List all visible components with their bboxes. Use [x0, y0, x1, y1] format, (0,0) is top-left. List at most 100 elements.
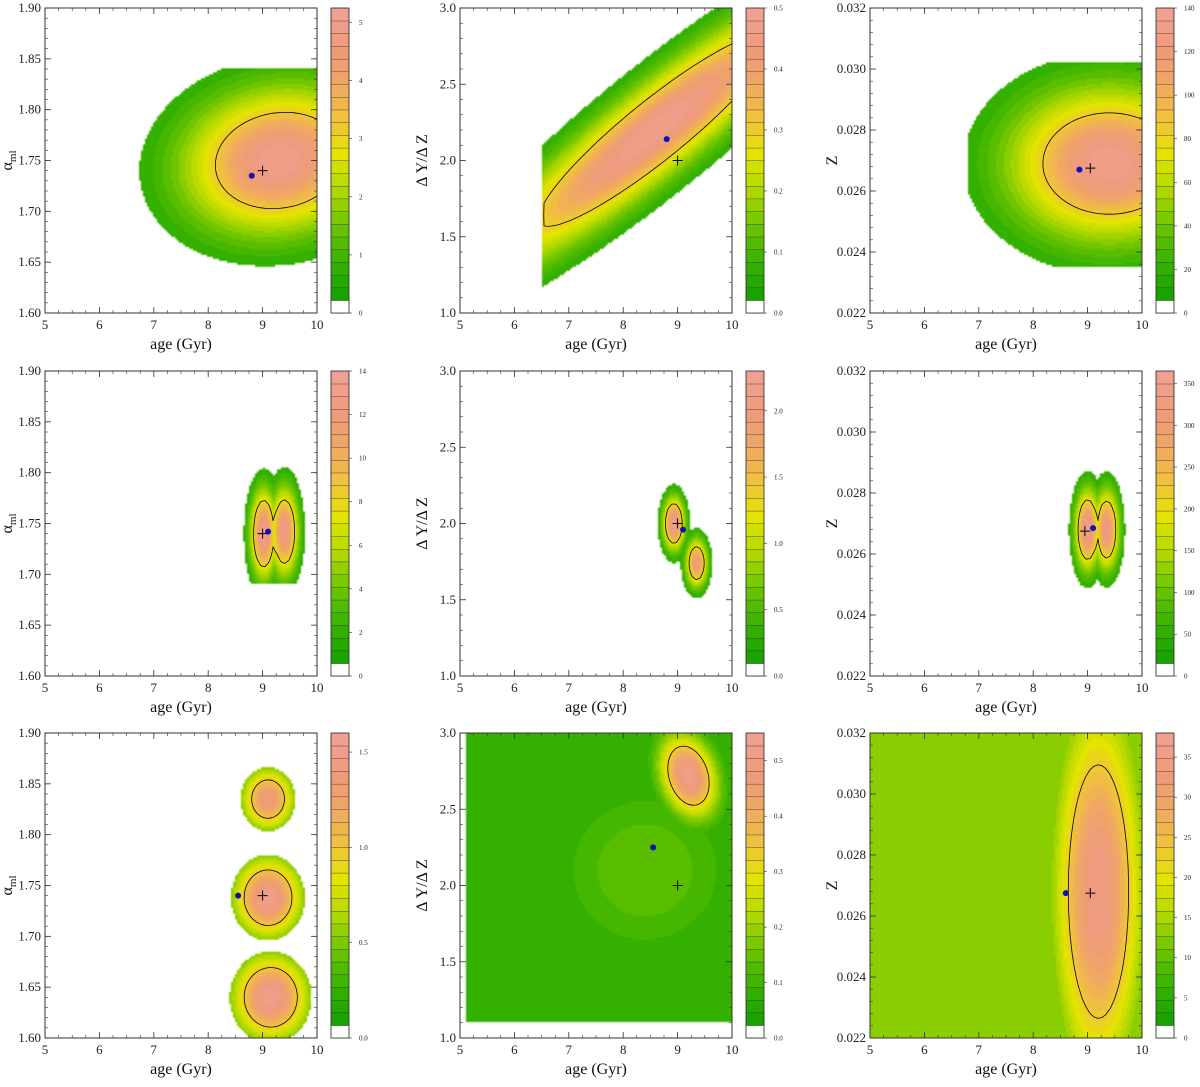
colorbar-step	[1155, 421, 1175, 436]
colorbar-tick-label: 1.5	[359, 749, 368, 757]
y-tick-label: 1.70	[18, 566, 41, 581]
colorbar-step	[1155, 33, 1175, 47]
colorbar-step	[1155, 783, 1175, 798]
colorbar-step	[330, 109, 350, 123]
colorbar-step	[330, 185, 350, 200]
colorbar-step	[1155, 185, 1175, 200]
colorbar-step	[1155, 1012, 1175, 1026]
colorbar-step	[745, 637, 765, 652]
colorbar-step	[1155, 637, 1175, 652]
density-map	[460, 733, 732, 1038]
x-axis-label: age (Gyr)	[565, 1061, 627, 1078]
colorbar-tick-label: 300	[1184, 422, 1195, 430]
colorbar-step	[1155, 732, 1175, 747]
colorbar-tick-label: 1.5	[774, 474, 783, 482]
x-tick-label: 9	[1084, 317, 1091, 332]
colorbar-tick-label: 0.0	[774, 310, 783, 318]
colorbar-frame	[1155, 370, 1175, 677]
x-tick-label: 7	[566, 317, 573, 332]
colorbar-step	[1155, 796, 1175, 810]
colorbar-step	[1155, 71, 1175, 85]
colorbar-step	[1155, 109, 1175, 123]
confidence-contour	[1077, 499, 1117, 560]
x-tick-label: 9	[1084, 1042, 1091, 1057]
colorbar-frame	[330, 7, 350, 314]
colorbar-tick-label: 10	[359, 455, 367, 463]
x-axis-label: age (Gyr)	[150, 699, 212, 716]
colorbar-step	[1155, 847, 1175, 861]
x-axis-label: age (Gyr)	[150, 1061, 212, 1078]
colorbar-step	[1155, 96, 1175, 111]
colorbar-step	[1155, 173, 1175, 187]
colorbar-step	[330, 510, 350, 524]
y-tick-label: 1.60	[18, 668, 41, 683]
colorbar-tick-label: 0.5	[774, 5, 783, 13]
y-axis-label: Z	[824, 519, 841, 529]
x-tick-label: 6	[96, 317, 103, 332]
y-tick-label: 0.022	[837, 668, 866, 683]
colorbar-step	[330, 485, 350, 499]
colorbar-step	[330, 434, 350, 448]
x-tick-label: 9	[674, 317, 681, 332]
colorbar-step	[1155, 821, 1175, 836]
colorbar-step	[1155, 370, 1175, 385]
colorbar-step	[330, 999, 350, 1014]
colorbar: 0.0 0.1 0.2 0.3 0.4 0.5	[745, 5, 783, 318]
panel-4: 5 6 7 8 9 10 1.60 1.65 1.70 1.75 1.80 1.85 1.90 age (…	[0, 363, 367, 716]
colorbar-tick-label: 0.1	[774, 979, 783, 987]
colorbar-step	[745, 885, 765, 899]
x-tick-label: 6	[921, 1042, 928, 1057]
x-tick-label: 5	[457, 317, 464, 332]
y-tick-label: 0.030	[837, 786, 866, 801]
colorbar-step	[1155, 1025, 1175, 1039]
x-tick-label: 9	[674, 1042, 681, 1057]
y-tick-label: 1.65	[18, 617, 41, 632]
y-tick-label: 1.0	[440, 305, 456, 320]
colorbar-step	[330, 961, 350, 975]
colorbar-step	[745, 383, 765, 397]
colorbar-step	[1155, 160, 1175, 174]
best-fit-dot	[1090, 525, 1097, 532]
x-tick-label: 10	[311, 680, 324, 695]
colorbar-step	[1155, 396, 1175, 410]
colorbar-step	[330, 536, 350, 550]
colorbar-step	[330, 211, 350, 225]
colorbar-frame	[330, 370, 350, 677]
colorbar-frame	[1155, 732, 1175, 1039]
y-tick-label: 0.032	[837, 725, 866, 740]
colorbar-step	[330, 287, 350, 301]
colorbar-step	[1155, 859, 1175, 874]
colorbar: 0.0 0.5 1.0 1.5	[330, 732, 368, 1043]
colorbar-step	[330, 637, 350, 652]
colorbar-step	[330, 497, 350, 512]
colorbar-step	[330, 33, 350, 47]
y-tick-label: 1.65	[18, 254, 41, 269]
colorbar-step	[745, 986, 765, 1001]
x-tick-label: 9	[1084, 680, 1091, 695]
colorbar-step	[745, 274, 765, 289]
y-tick-label: 3.0	[440, 725, 456, 740]
colorbar-step	[1155, 58, 1175, 73]
colorbar-step	[1155, 211, 1175, 225]
colorbar-step	[1155, 20, 1175, 34]
colorbar-tick-label: 8	[359, 498, 363, 506]
colorbar-step	[330, 834, 350, 848]
x-tick-label: 6	[511, 680, 518, 695]
y-tick-label: 1.85	[18, 51, 41, 66]
colorbar-step	[330, 370, 350, 385]
colorbar-step	[1155, 300, 1175, 314]
x-tick-label: 7	[151, 1042, 158, 1057]
colorbar-tick-label: 0.4	[774, 813, 783, 821]
colorbar-step	[745, 809, 765, 823]
colorbar-step	[1155, 663, 1175, 677]
colorbar: 0 20 40 60 80 100 120 140	[1155, 5, 1195, 318]
x-tick-label: 6	[921, 680, 928, 695]
y-tick-label: 1.85	[18, 776, 41, 791]
y-tick-label: 2.5	[440, 439, 456, 454]
x-tick-label: 8	[205, 680, 212, 695]
colorbar-step	[330, 770, 350, 785]
colorbar-step	[745, 910, 765, 925]
colorbar-frame	[745, 7, 765, 314]
colorbar-step	[745, 33, 765, 47]
